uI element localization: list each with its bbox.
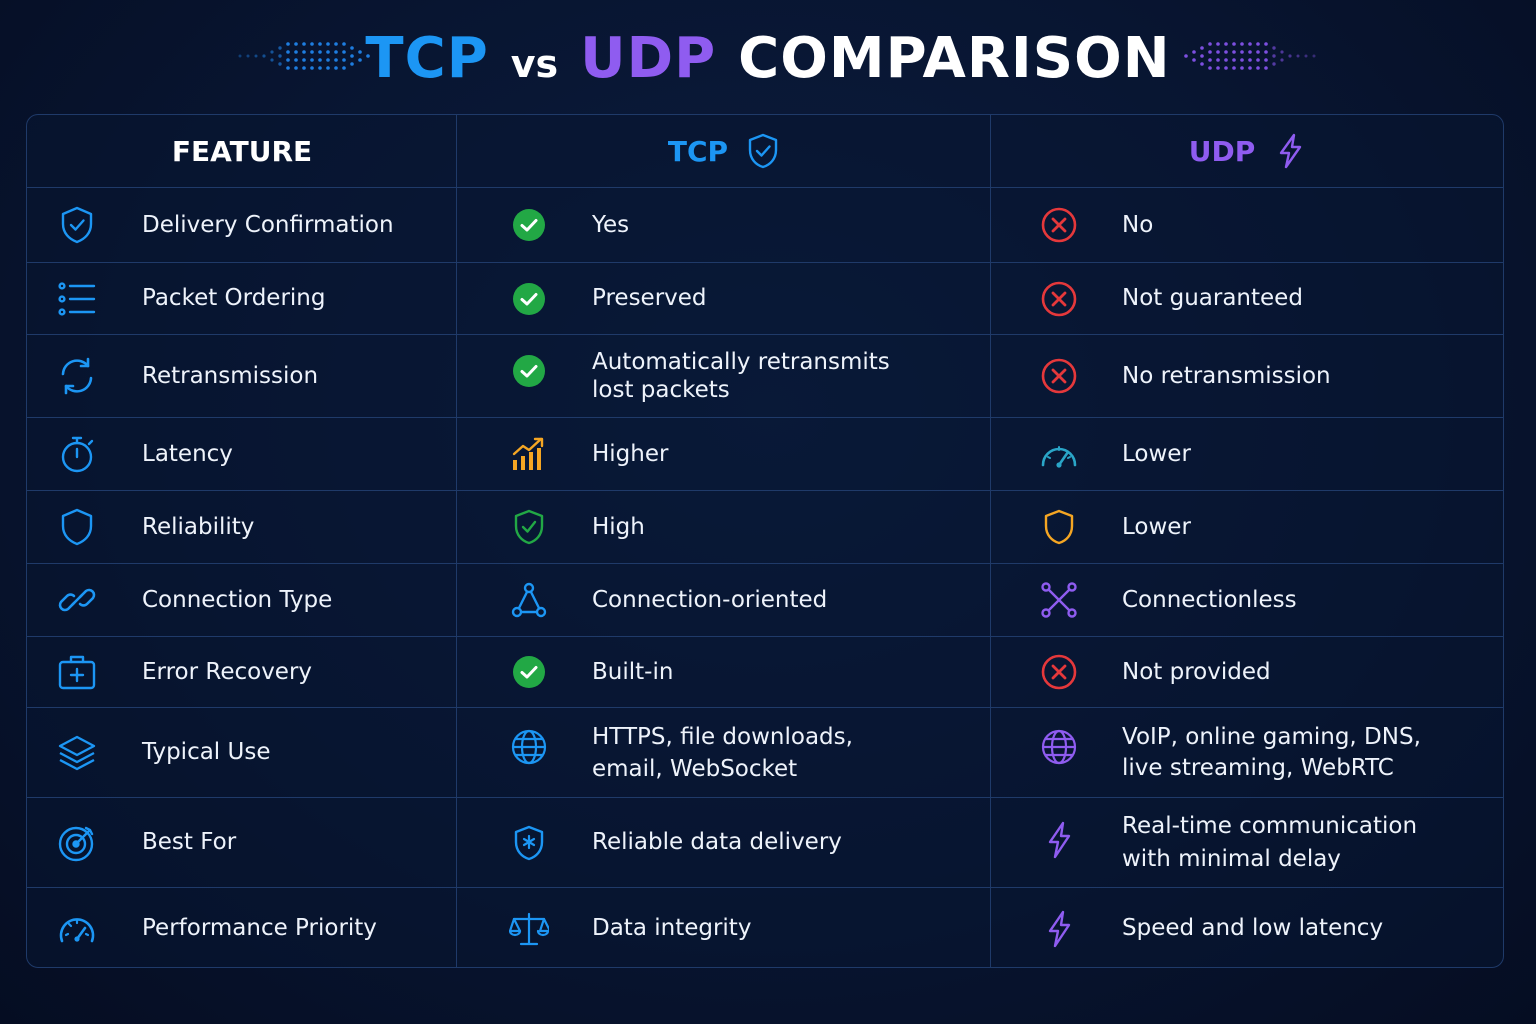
header-tcp-label: TCP xyxy=(667,134,729,168)
udp-value: Real-time communication with minimal del… xyxy=(1122,812,1418,872)
udp-value: Speed and low latency xyxy=(1122,915,1384,941)
row-divider xyxy=(27,636,1503,637)
shield-check-green-icon xyxy=(509,507,549,547)
shield-check-icon xyxy=(57,205,97,245)
ordered-list-icon xyxy=(57,279,97,319)
x-circle-icon xyxy=(1039,652,1079,692)
table-row: Reliability High Lower xyxy=(27,491,1503,563)
balance-scale-icon xyxy=(509,909,549,949)
first-aid-kit-icon xyxy=(57,652,97,692)
tcp-value: Preserved xyxy=(592,285,707,311)
globe-icon xyxy=(509,727,549,767)
page-title: TCP vs UDP COMPARISON xyxy=(365,26,1170,91)
udp-value: Connectionless xyxy=(1122,586,1297,613)
row-divider xyxy=(27,334,1503,335)
table-row: Packet Ordering Preserved Not guaranteed xyxy=(27,263,1503,334)
row-divider xyxy=(27,417,1503,418)
udp-value: VoIP, online gaming, DNS, live streaming… xyxy=(1122,723,1421,781)
udp-value: No xyxy=(1122,211,1154,238)
row-divider xyxy=(27,887,1503,888)
x-circle-icon xyxy=(1039,205,1079,245)
link-icon xyxy=(57,580,97,620)
feature-label: Latency xyxy=(142,440,233,467)
speedometer-icon xyxy=(1039,434,1079,474)
layers-icon xyxy=(57,733,97,773)
comparison-table: FEATURE TCP UDP Delivery Confirmation xyxy=(26,114,1504,968)
header-feature: FEATURE xyxy=(171,134,313,168)
column-divider xyxy=(990,115,991,967)
page-header: TCP vs UDP COMPARISON xyxy=(0,22,1536,94)
feature-label: Performance Priority xyxy=(142,915,377,941)
udp-value: No retransmission xyxy=(1122,362,1331,389)
udp-value: Not provided xyxy=(1122,658,1271,685)
tcp-value: High xyxy=(592,513,645,540)
row-divider xyxy=(27,797,1503,798)
table-row: Typical Use HTTPS, file downloads, email… xyxy=(27,708,1503,797)
row-divider xyxy=(27,563,1503,564)
refresh-icon xyxy=(57,356,97,396)
rising-bars-icon xyxy=(509,434,549,474)
globe-purple-icon xyxy=(1039,727,1079,767)
table-row: Connection Type Connection-oriented Conn… xyxy=(27,564,1503,636)
check-circle-icon xyxy=(509,205,549,245)
shield-orange-icon xyxy=(1039,507,1079,547)
tcp-value: Built-in xyxy=(592,658,674,685)
lightning-icon xyxy=(1039,909,1079,949)
tcp-value: Automatically retransmits lost packets xyxy=(592,349,890,403)
header-tcp: TCP xyxy=(457,115,991,187)
shield-check-icon xyxy=(748,133,778,169)
scatter-nodes-icon xyxy=(1039,580,1079,620)
table-row: Best For Reliable data delivery Real-tim… xyxy=(27,798,1503,887)
title-udp: UDP xyxy=(580,25,717,91)
shield-star-icon xyxy=(509,823,549,863)
stopwatch-icon xyxy=(57,434,97,474)
title-tcp: TCP xyxy=(365,25,489,91)
feature-label: Packet Ordering xyxy=(142,285,326,311)
tcp-value: Higher xyxy=(592,440,669,467)
feature-label: Reliability xyxy=(142,513,255,540)
lightning-icon xyxy=(1280,133,1302,169)
x-circle-icon xyxy=(1039,356,1079,396)
row-divider xyxy=(27,707,1503,708)
feature-label: Best For xyxy=(142,829,237,855)
table-row: Error Recovery Built-in Not provided xyxy=(27,637,1503,707)
feature-label: Retransmission xyxy=(142,362,319,389)
tcp-value: Connection-oriented xyxy=(592,586,828,613)
row-divider xyxy=(27,187,1503,188)
table-row: Delivery Confirmation Yes No xyxy=(27,188,1503,262)
title-vs: vs xyxy=(510,41,559,86)
feature-label: Error Recovery xyxy=(142,658,313,685)
network-nodes-icon xyxy=(509,580,549,620)
check-circle-icon xyxy=(509,652,549,692)
table-row: Latency Higher Lower xyxy=(27,418,1503,490)
header-udp-label: UDP xyxy=(1188,134,1256,168)
lightning-icon xyxy=(1039,820,1079,860)
header-udp: UDP xyxy=(991,115,1503,187)
udp-value: Lower xyxy=(1122,440,1191,467)
check-circle-icon xyxy=(509,279,549,319)
x-circle-icon xyxy=(1039,279,1079,319)
tcp-value: Data integrity xyxy=(592,915,752,941)
dot-arrow-decoration-left xyxy=(238,42,370,70)
tcp-value: Reliable data delivery xyxy=(592,829,842,855)
gauge-icon xyxy=(57,909,97,949)
udp-value: Not guaranteed xyxy=(1122,285,1303,311)
dot-arrow-decoration-right xyxy=(1184,42,1316,70)
row-divider xyxy=(27,490,1503,491)
feature-label: Connection Type xyxy=(142,586,333,613)
tcp-value: HTTPS, file downloads, email, WebSocket xyxy=(592,723,853,782)
title-comparison: COMPARISON xyxy=(738,25,1171,91)
shield-icon xyxy=(57,507,97,547)
tcp-value: Yes xyxy=(592,211,630,238)
feature-label: Typical Use xyxy=(142,739,271,765)
column-divider xyxy=(456,115,457,967)
row-divider xyxy=(27,262,1503,263)
check-circle-icon xyxy=(509,351,549,391)
udp-value: Lower xyxy=(1122,513,1191,540)
table-row: Performance Priority Data integrity Spee… xyxy=(27,888,1503,967)
table-row: Retransmission Automatically retransmits… xyxy=(27,335,1503,417)
feature-label: Delivery Confirmation xyxy=(142,211,394,238)
target-icon xyxy=(57,823,97,863)
